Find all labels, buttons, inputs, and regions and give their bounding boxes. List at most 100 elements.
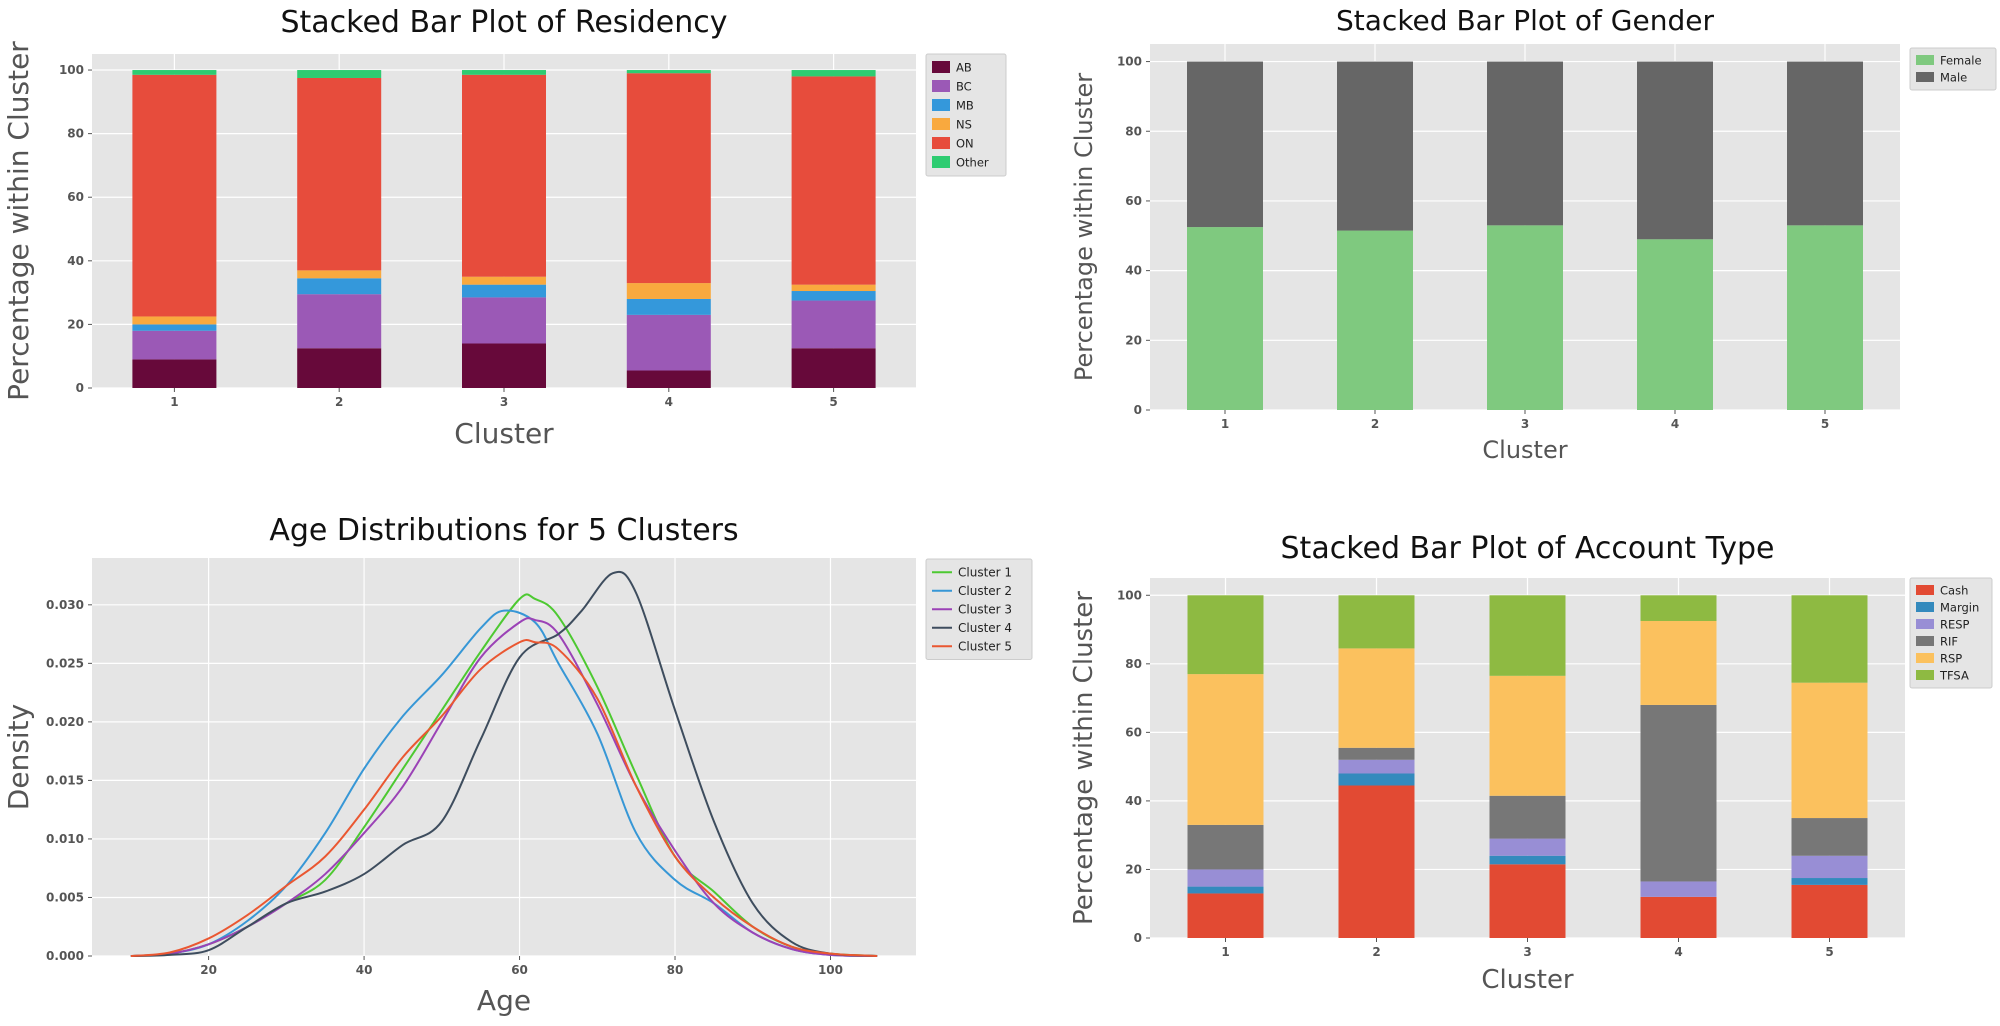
y-tick-label: 20 <box>1125 862 1142 876</box>
bar-segment <box>626 283 711 299</box>
x-tick-label: 60 <box>511 963 528 977</box>
y-tick-label: 100 <box>59 63 84 77</box>
x-tick-label: 5 <box>1821 417 1829 431</box>
bar-segment <box>1187 227 1263 410</box>
y-axis-label: Percentage within Cluster <box>1069 591 1099 925</box>
x-tick-label: 3 <box>1523 945 1531 959</box>
bar-segment <box>1338 648 1415 748</box>
bar-segment <box>1337 61 1413 231</box>
bar-segment <box>1640 896 1717 938</box>
y-tick-label: 0 <box>1134 403 1142 417</box>
bar-segment <box>791 76 876 285</box>
y-tick-label: 80 <box>1125 657 1142 671</box>
bar-segment <box>626 370 711 388</box>
bar-segment <box>132 359 217 388</box>
y-axis-label: Density <box>2 704 35 810</box>
bar-segment <box>1787 225 1863 410</box>
chart-title: Stacked Bar Plot of Residency <box>280 5 727 40</box>
bar-segment <box>1489 675 1566 796</box>
x-tick-label: 1 <box>1221 945 1229 959</box>
bar-segment <box>1489 838 1566 856</box>
bar-segment <box>132 74 217 317</box>
bar-segment <box>1187 595 1264 675</box>
legend-swatch <box>1916 585 1934 595</box>
legend-swatch <box>1916 670 1934 680</box>
legend-swatch <box>1916 653 1934 663</box>
bar-segment <box>626 70 711 74</box>
chart-title: Age Distributions for 5 Clusters <box>269 513 738 548</box>
bar-segment <box>791 70 876 77</box>
bar-segment <box>132 70 217 75</box>
x-tick-label: 80 <box>667 963 684 977</box>
legend-label: Male <box>1940 71 1967 85</box>
legend-swatch <box>1916 602 1934 612</box>
bar-segment <box>1640 881 1717 897</box>
bar-segment <box>297 294 382 349</box>
legend-label: Cluster 4 <box>958 621 1012 635</box>
bar-segment <box>626 298 711 315</box>
y-tick-label: 0.005 <box>46 890 84 904</box>
chart-panel: Stacked Bar Plot of Residency Cluster Perc… <box>2 5 1007 450</box>
legend-swatch <box>1916 55 1934 65</box>
y-tick-label: 60 <box>67 190 84 204</box>
x-tick-label: 1 <box>1221 417 1229 431</box>
legend-swatch <box>1916 72 1934 82</box>
bar-segment <box>1338 595 1415 649</box>
bar-segment <box>1187 824 1264 870</box>
legend-swatch <box>932 156 950 168</box>
bar-segment <box>132 316 217 325</box>
bar-segment <box>1187 869 1264 887</box>
bar-segment <box>1489 595 1566 676</box>
bar-segment <box>791 300 876 349</box>
legend-label: RSP <box>1940 652 1962 666</box>
legend-label: Margin <box>1940 601 1979 615</box>
bar-segment <box>297 270 382 279</box>
x-tick-label: 4 <box>1671 417 1679 431</box>
series-line <box>130 639 878 957</box>
x-axis-label: Cluster <box>1482 436 1567 464</box>
chart-title: Stacked Bar Plot of Gender <box>1336 4 1714 37</box>
bar-segment <box>791 284 876 292</box>
y-tick-label: 20 <box>67 317 84 331</box>
y-tick-label: 40 <box>1125 264 1142 278</box>
y-tick-label: 0.020 <box>46 715 84 729</box>
legend-label: AB <box>956 61 972 75</box>
bar-segment <box>462 276 546 285</box>
bar-segment <box>1637 61 1713 240</box>
bar-segment <box>1489 855 1566 865</box>
y-tick-label: 80 <box>1125 124 1142 138</box>
y-tick-label: 20 <box>1125 333 1142 347</box>
legend-swatch <box>932 99 950 111</box>
bar-segment <box>1791 878 1868 885</box>
bar-segment <box>791 291 876 301</box>
legend-label: RESP <box>1940 618 1970 632</box>
bar-segment <box>1489 864 1566 938</box>
legend-label: Cash <box>1940 584 1968 598</box>
x-tick-label: 20 <box>200 963 217 977</box>
bar-segment <box>297 70 382 78</box>
y-tick-label: 60 <box>1125 725 1142 739</box>
legend-label: MB <box>956 99 974 113</box>
x-tick-label: 1 <box>170 395 178 409</box>
legend-swatch <box>932 80 950 92</box>
legend-label: BC <box>956 80 972 94</box>
chart-panel: Stacked Bar Plot of Account Type Cluster P… <box>1069 531 1993 995</box>
legend-label: Cluster 2 <box>958 584 1012 598</box>
legend-label: Cluster 3 <box>958 602 1012 616</box>
y-tick-label: 0.030 <box>46 598 84 612</box>
x-tick-label: 4 <box>665 395 673 409</box>
x-tick-label: 5 <box>1825 945 1833 959</box>
legend-label: Other <box>956 156 989 170</box>
y-tick-label: 0 <box>76 381 84 395</box>
legend-swatch <box>932 61 950 73</box>
x-tick-label: 4 <box>1674 945 1682 959</box>
y-axis-label: Percentage within Cluster <box>1070 73 1098 381</box>
bar-segment <box>1487 61 1563 226</box>
bar-segment <box>1489 795 1566 839</box>
y-tick-label: 40 <box>67 254 84 268</box>
bar-segment <box>1787 61 1863 226</box>
legend-label: Cluster 5 <box>958 639 1012 653</box>
bar-segment <box>1640 595 1717 621</box>
legend-box <box>925 558 1033 660</box>
